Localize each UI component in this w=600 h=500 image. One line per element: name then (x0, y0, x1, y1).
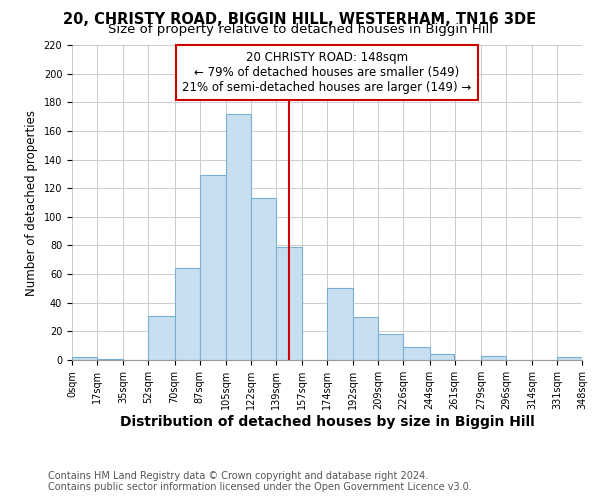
Text: Size of property relative to detached houses in Biggin Hill: Size of property relative to detached ho… (107, 22, 493, 36)
Bar (557, 357, 582, 360)
Text: 20 CHRISTY ROAD: 148sqm
← 79% of detached houses are smaller (549)
21% of semi-d: 20 CHRISTY ROAD: 148sqm ← 79% of detache… (182, 52, 472, 94)
Bar (403, 347, 430, 360)
Bar (327, 288, 353, 360)
Bar (430, 354, 455, 360)
Bar (251, 198, 276, 360)
Bar (378, 334, 403, 360)
Text: 20, CHRISTY ROAD, BIGGIN HILL, WESTERHAM, TN16 3DE: 20, CHRISTY ROAD, BIGGIN HILL, WESTERHAM… (64, 12, 536, 28)
Y-axis label: Number of detached properties: Number of detached properties (25, 110, 38, 296)
X-axis label: Distribution of detached houses by size in Biggin Hill: Distribution of detached houses by size … (119, 414, 535, 428)
Bar (481, 356, 506, 360)
Bar (148, 316, 175, 360)
Bar (175, 268, 199, 360)
Text: Contains HM Land Registry data © Crown copyright and database right 2024.
Contai: Contains HM Land Registry data © Crown c… (48, 471, 472, 492)
Bar (276, 247, 302, 360)
Bar (97, 358, 123, 360)
Bar (199, 176, 226, 360)
Bar (226, 114, 251, 360)
Bar (72, 357, 97, 360)
Bar (353, 317, 378, 360)
